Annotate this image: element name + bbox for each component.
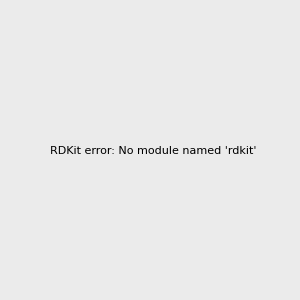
Text: RDKit error: No module named 'rdkit': RDKit error: No module named 'rdkit' xyxy=(50,146,257,157)
